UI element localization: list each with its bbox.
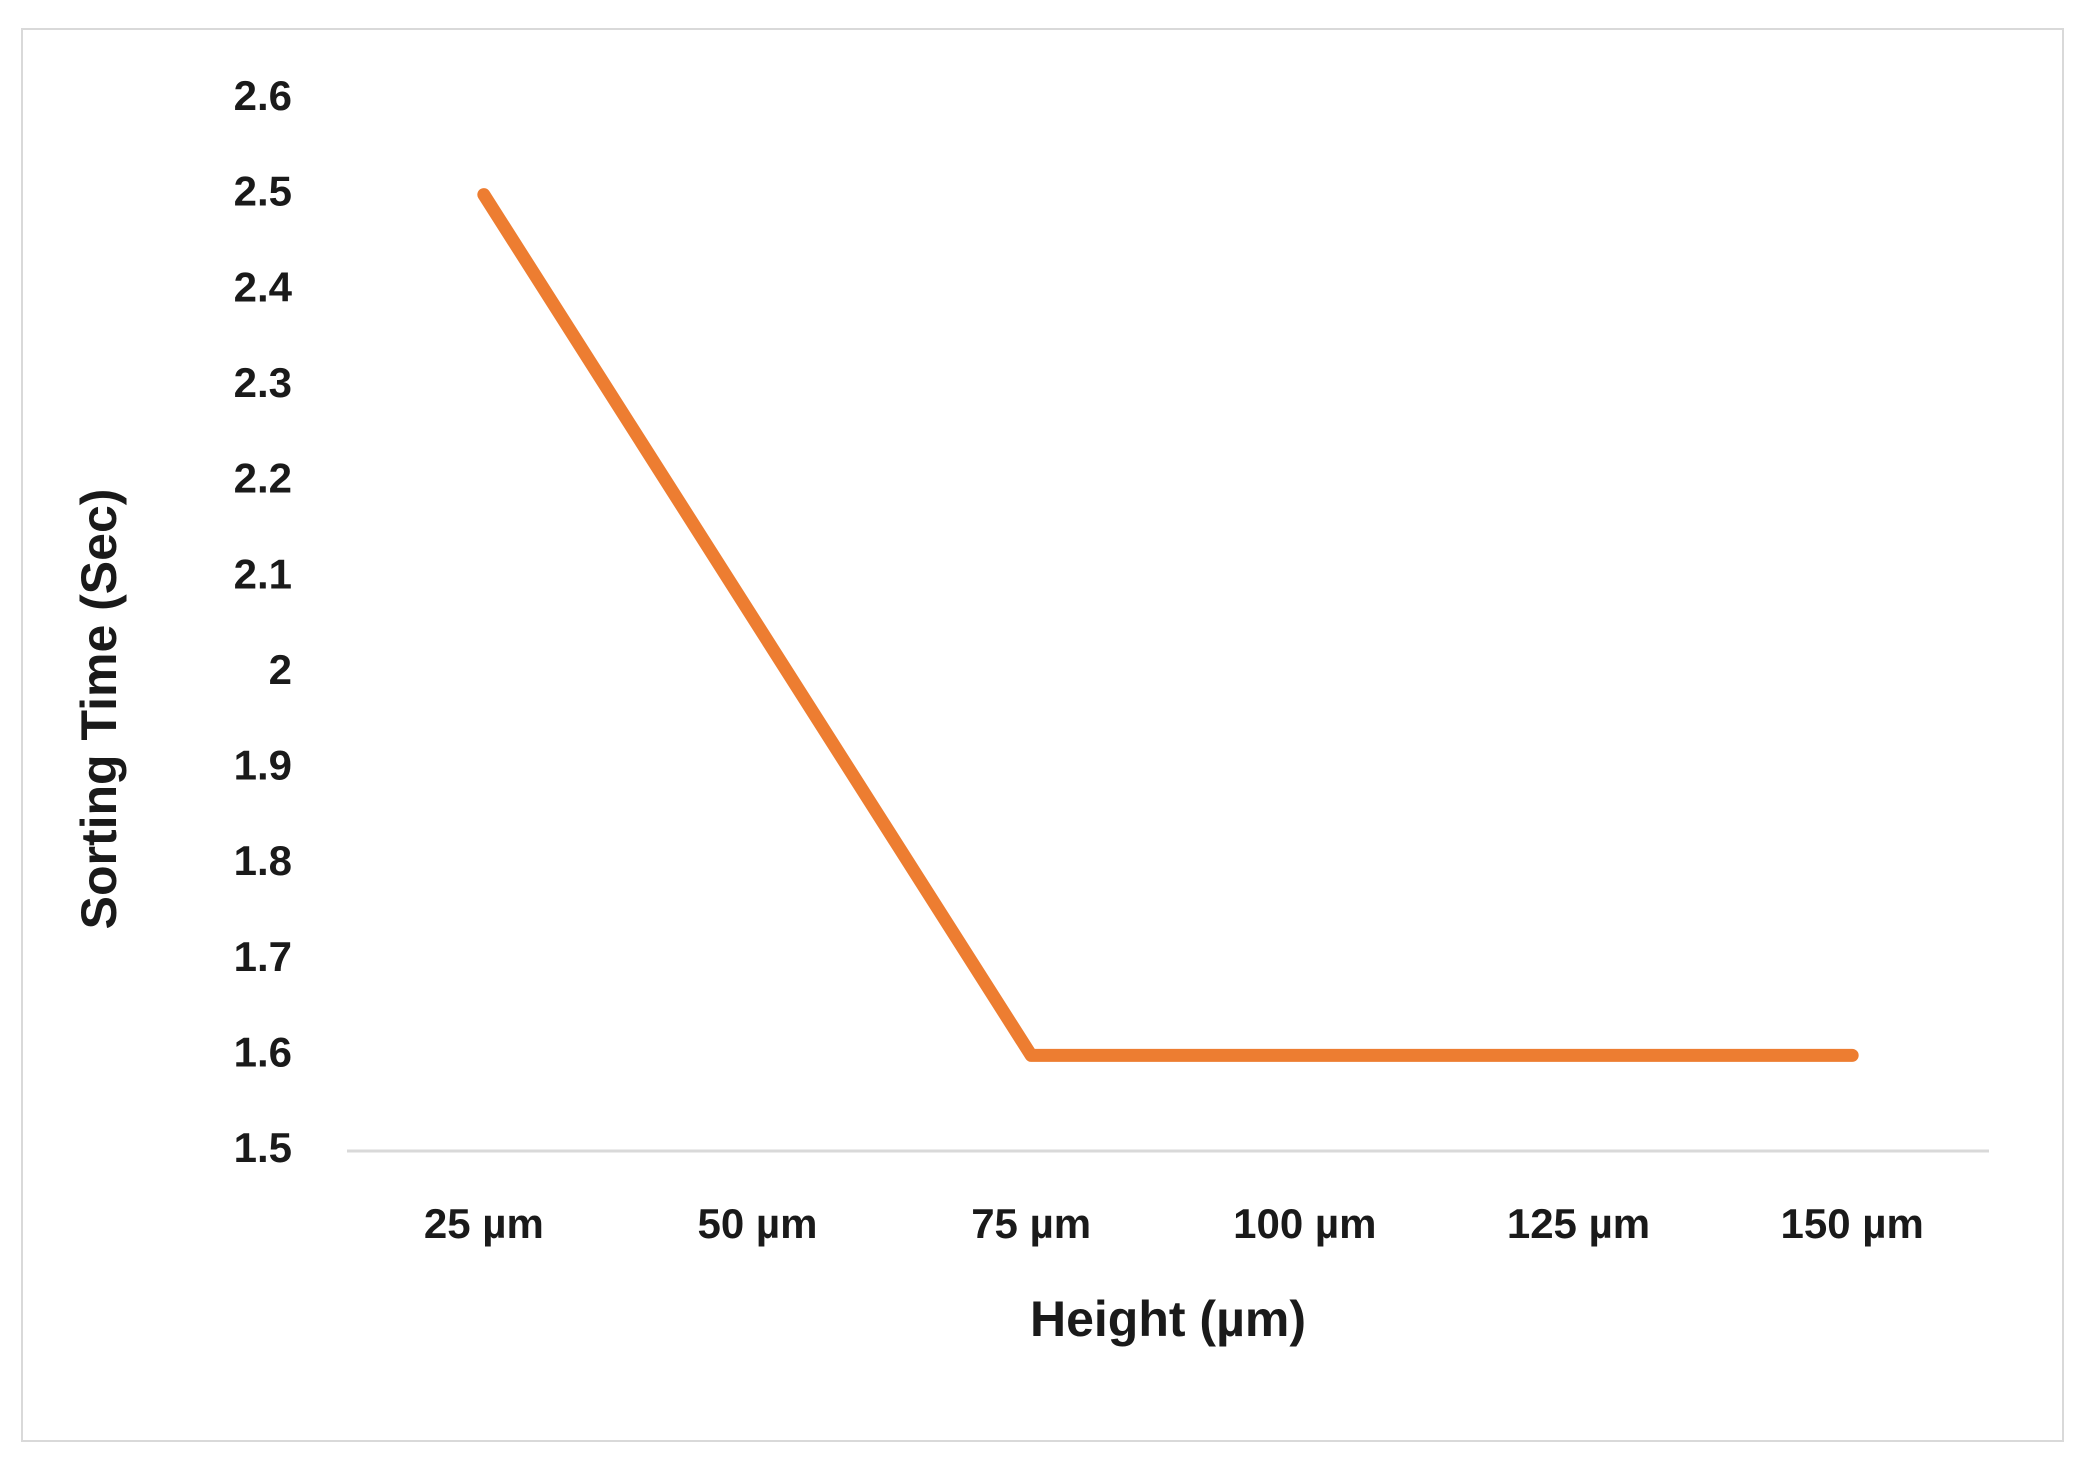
y-tick-label: 2.6	[234, 72, 292, 119]
y-tick-label: 1.7	[234, 933, 292, 980]
y-tick-label: 2.2	[234, 455, 292, 502]
x-axis-title: Height (µm)	[1030, 1291, 1306, 1347]
y-tick-label: 2.3	[234, 359, 292, 406]
y-tick-label: 1.5	[234, 1124, 292, 1171]
chart-frame	[21, 28, 2064, 1442]
x-tick-label: 25 µm	[424, 1200, 544, 1247]
y-tick-label: 1.9	[234, 742, 292, 789]
x-tick-label: 100 µm	[1233, 1200, 1376, 1247]
x-tick-label: 50 µm	[698, 1200, 818, 1247]
y-tick-label: 2	[269, 646, 292, 693]
data-line	[477, 188, 1859, 1062]
y-tick-label: 2.4	[234, 263, 293, 310]
y-tick-label: 2.5	[234, 168, 292, 215]
x-tick-label: 125 µm	[1507, 1200, 1650, 1247]
x-tick-label: 75 µm	[971, 1200, 1091, 1247]
y-tick-label: 1.8	[234, 837, 292, 884]
x-tick-label: 150 µm	[1781, 1200, 1924, 1247]
y-tick-label: 2.1	[234, 550, 292, 597]
y-tick-label: 1.6	[234, 1028, 292, 1075]
y-axis-title: Sorting Time (Sec)	[71, 489, 127, 930]
